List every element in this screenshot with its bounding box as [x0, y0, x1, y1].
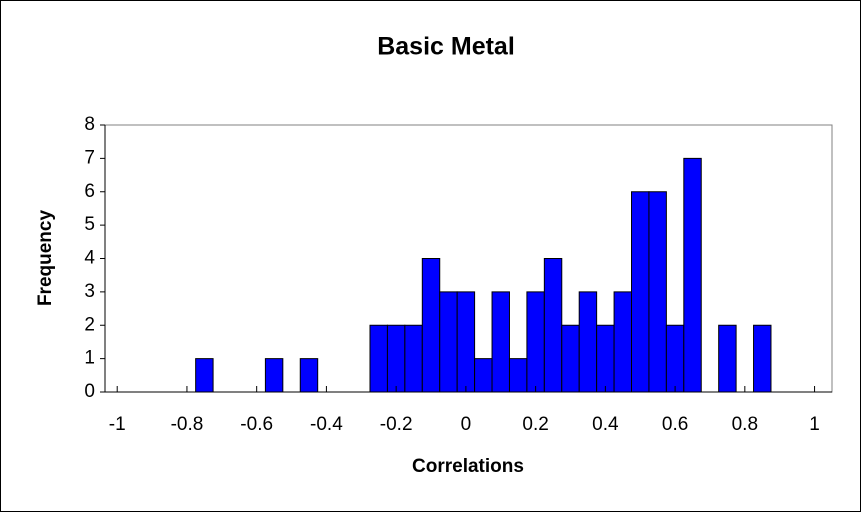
x-tick-label: 0.4	[592, 414, 619, 435]
x-axis-label: Correlations	[412, 456, 524, 477]
bar	[404, 324, 423, 393]
bar	[508, 358, 528, 393]
bar	[369, 324, 388, 393]
x-tick-label: 1	[809, 414, 820, 435]
y-tick-label: 5	[84, 214, 95, 235]
bar	[596, 324, 615, 393]
x-tick-label: -0.8	[171, 414, 204, 435]
bar	[613, 291, 633, 393]
x-tick-label: -0.4	[310, 414, 343, 435]
bar	[578, 291, 598, 393]
y-tick-label: 7	[84, 147, 95, 168]
bar	[439, 291, 458, 393]
x-tick-label: 0.8	[732, 414, 758, 435]
bar	[456, 291, 476, 393]
bar	[561, 324, 580, 393]
bar	[753, 324, 772, 393]
y-tick-label: 2	[84, 314, 95, 335]
bar	[195, 358, 214, 393]
bar	[474, 358, 493, 393]
y-tick-label: 4	[84, 248, 95, 269]
bar	[543, 258, 563, 393]
x-tick-label: 0.6	[662, 414, 688, 435]
bar	[264, 358, 284, 393]
bar	[299, 358, 319, 393]
chart-title: Basic Metal	[377, 33, 515, 61]
bar	[665, 324, 685, 393]
bar	[491, 291, 510, 393]
bar	[386, 324, 406, 393]
bar	[648, 191, 667, 393]
x-tick-label: 0	[461, 414, 472, 435]
bar	[526, 291, 545, 393]
bar	[421, 258, 441, 393]
x-tick-label: -0.6	[240, 414, 273, 435]
y-tick-label: 8	[84, 114, 95, 135]
y-tick-label: 3	[84, 281, 95, 302]
x-tick-label: -1	[109, 414, 126, 435]
y-tick-label: 6	[84, 181, 95, 202]
x-tick-label: 0.2	[522, 414, 548, 435]
bar	[718, 324, 737, 393]
y-tick-label: 0	[84, 381, 95, 402]
x-tick-label: -0.2	[380, 414, 413, 435]
bar	[683, 157, 702, 393]
bar	[631, 191, 650, 393]
y-axis-label: Frequency	[35, 210, 56, 307]
y-tick-label: 1	[84, 348, 95, 369]
